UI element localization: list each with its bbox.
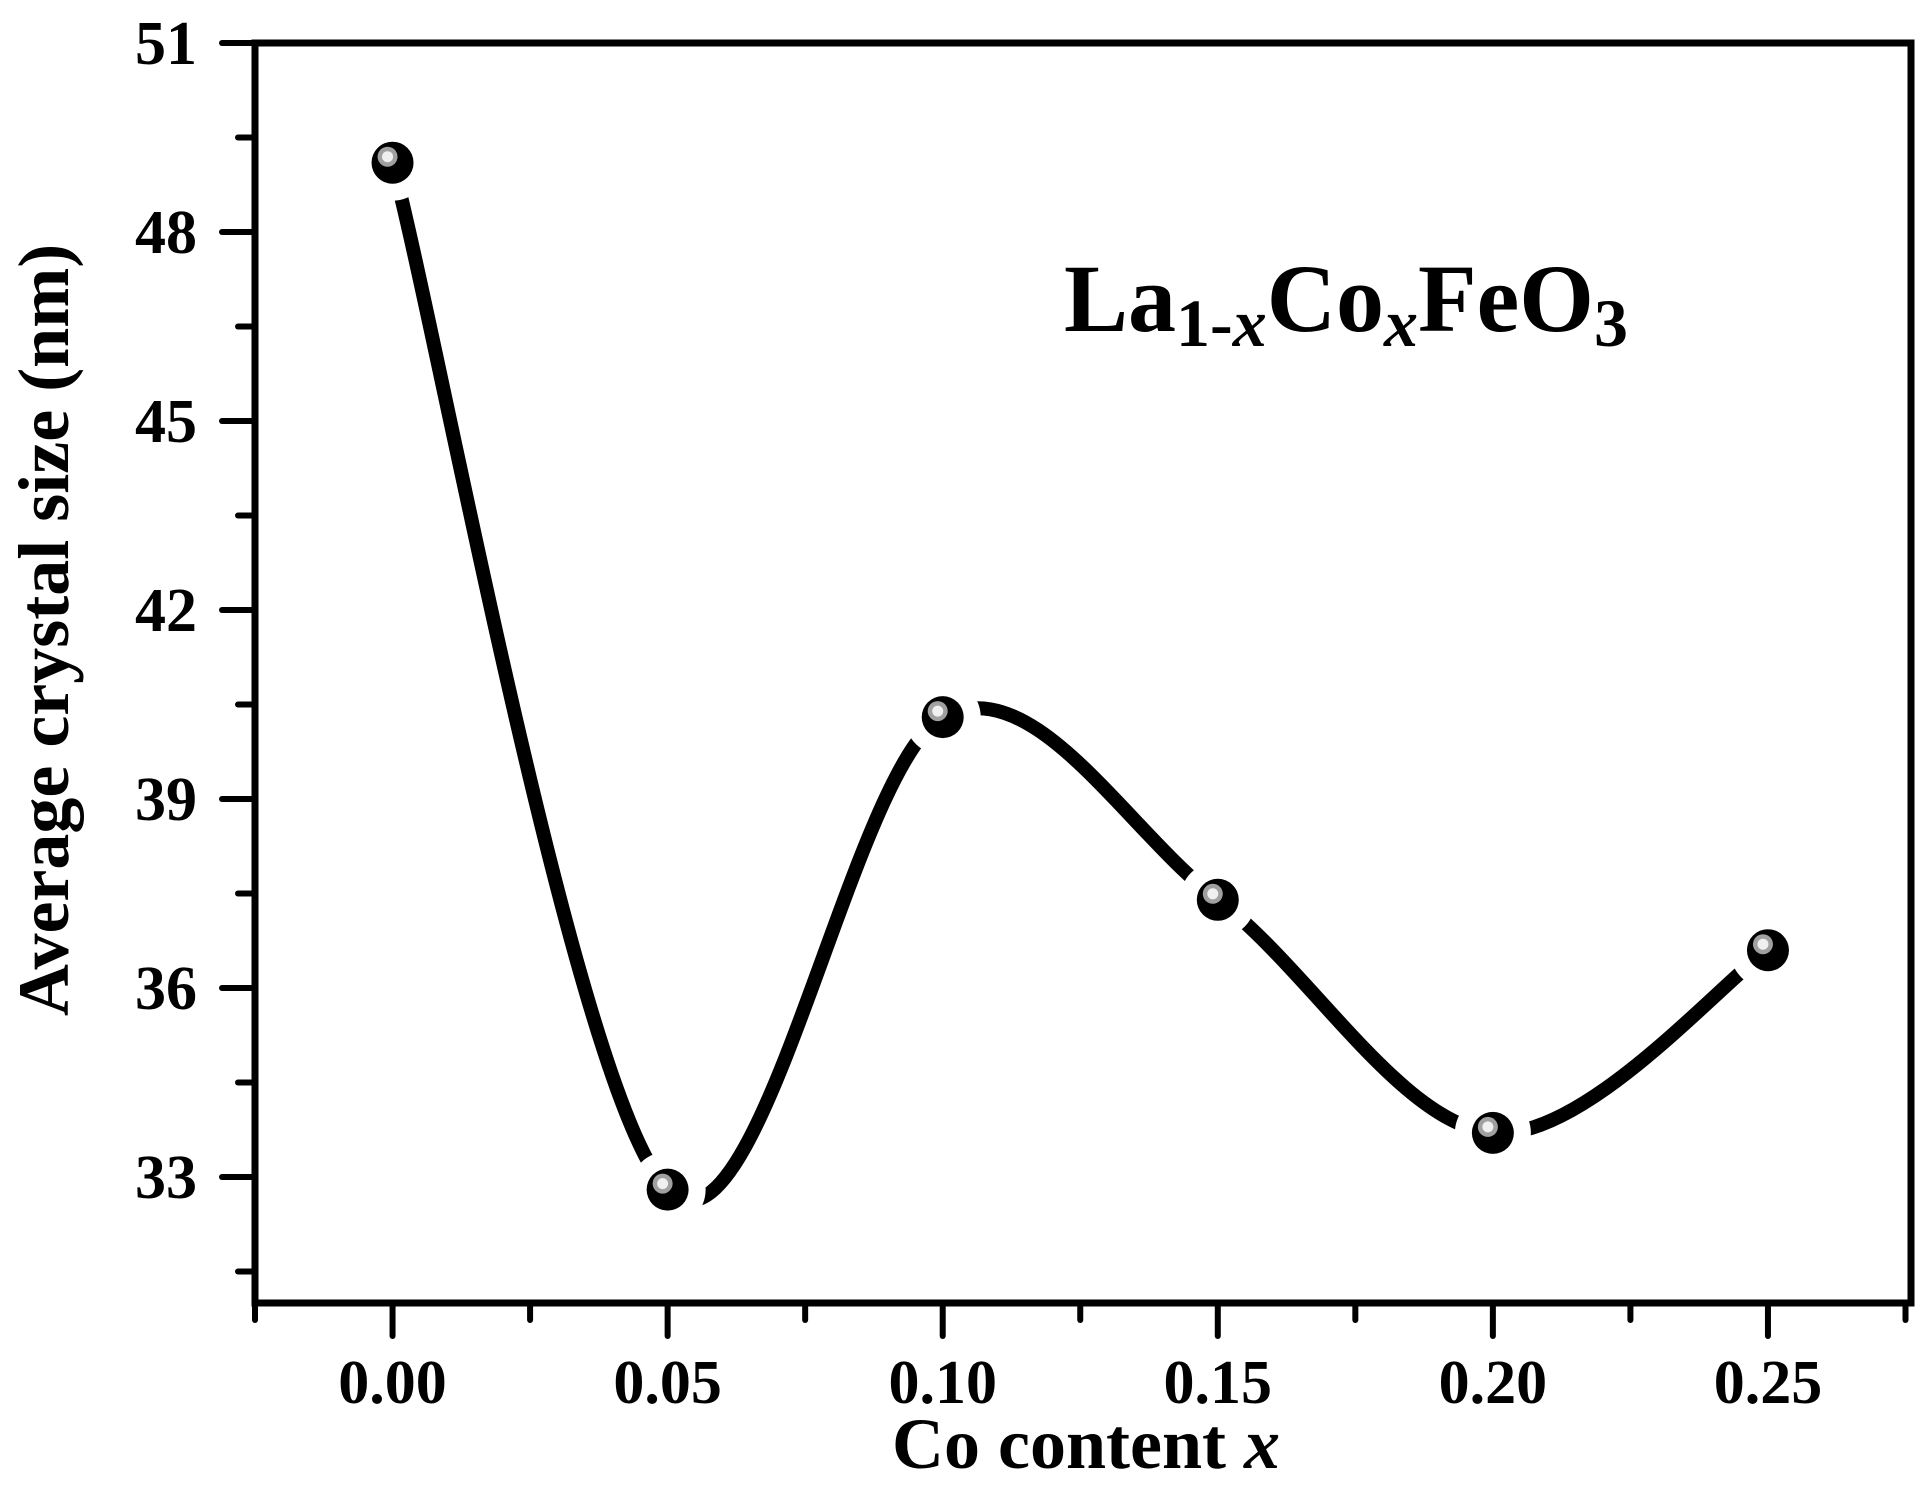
marker-highlight-core [657, 1178, 669, 1190]
marker-highlight-core [1757, 938, 1769, 950]
y-axis-ticks: 33 36 39 42 45 48 51 [135, 10, 258, 1275]
marker-highlight-core [382, 151, 394, 163]
y-tick-label: 36 [135, 955, 197, 1023]
formula-part: x [1232, 285, 1267, 361]
x-axis-ticks: 0.00 0.05 0.10 0.15 0.20 0.25 [252, 1300, 1909, 1417]
x-tick-label: 0.20 [1439, 1349, 1548, 1417]
data-point-marker [354, 124, 431, 201]
x-tick-label: 0.00 [338, 1349, 447, 1417]
formula-part: Co [1267, 245, 1384, 352]
data-point-marker [1454, 1094, 1531, 1171]
formula-part: La [1064, 245, 1176, 352]
data-point-marker [1179, 861, 1256, 938]
x-tick-label: 0.25 [1714, 1349, 1823, 1417]
marker-highlight-core [1207, 888, 1219, 900]
marker-highlight-core [932, 705, 944, 717]
x-tick-label: 0.10 [888, 1349, 997, 1417]
formula-part: x [1383, 285, 1418, 361]
x-axis-label: Co content x [892, 1404, 1280, 1484]
y-tick-label: 42 [135, 577, 197, 645]
y-tick-label: 39 [135, 766, 197, 834]
formula-part: 3 [1594, 285, 1628, 361]
y-tick-label: 48 [135, 199, 197, 267]
formula-annotation: La1-xCoxFeO3 [1064, 245, 1628, 361]
data-point-marker [904, 679, 981, 756]
y-tick-label: 51 [135, 10, 197, 78]
y-tick-label: 33 [135, 1144, 197, 1212]
y-axis-label: Average crystal size (nm) [4, 244, 84, 1016]
y-tick-label: 45 [135, 388, 197, 456]
marker-highlight-core [1482, 1121, 1494, 1133]
x-tick-label: 0.15 [1164, 1349, 1273, 1417]
data-point-marker [629, 1151, 706, 1228]
formula-part: FeO [1418, 245, 1594, 352]
formula-part: 1- [1176, 285, 1233, 361]
data-markers [354, 124, 1806, 1228]
data-point-marker [1729, 912, 1806, 989]
x-tick-label: 0.05 [613, 1349, 722, 1417]
